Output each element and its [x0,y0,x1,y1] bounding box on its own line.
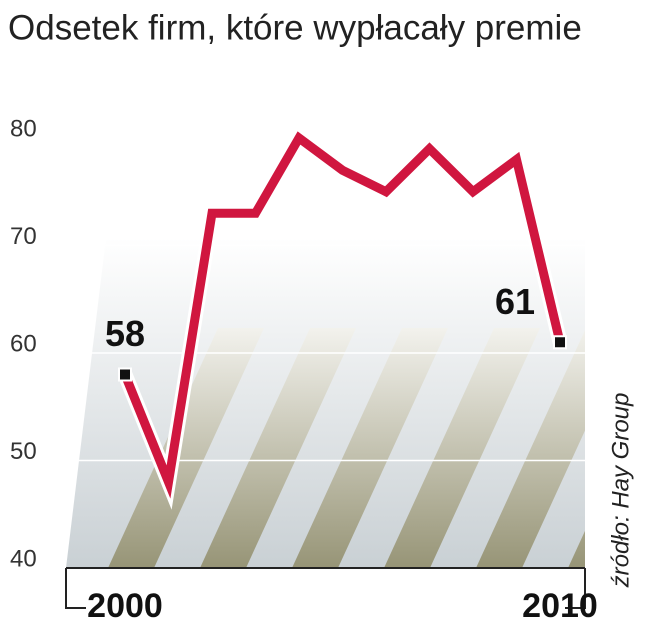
value-label: 61 [495,281,535,322]
background-stripe [384,328,540,568]
y-tick-label: 50 [10,438,37,465]
value-label: 58 [105,313,145,354]
end-marker [118,367,132,382]
y-tick-label: 60 [10,330,37,357]
source-note: źródło: Hay Group [607,393,634,589]
background-stripe [200,328,356,568]
y-tick-label: 70 [10,223,37,250]
stripe-clip [585,238,648,568]
y-tick-label: 80 [10,115,37,142]
background-stripe [292,328,448,568]
background [66,238,648,568]
x-tick-label: 2000 [87,587,163,625]
end-marker [553,335,567,350]
y-tick-label: 40 [10,545,37,572]
x-axis-bracket [65,568,586,609]
line [120,131,565,499]
chart-title: Odsetek firm, które wypłacały premie [8,8,582,47]
background-stripe [108,328,264,568]
x-tick-label: 2010 [522,587,598,625]
